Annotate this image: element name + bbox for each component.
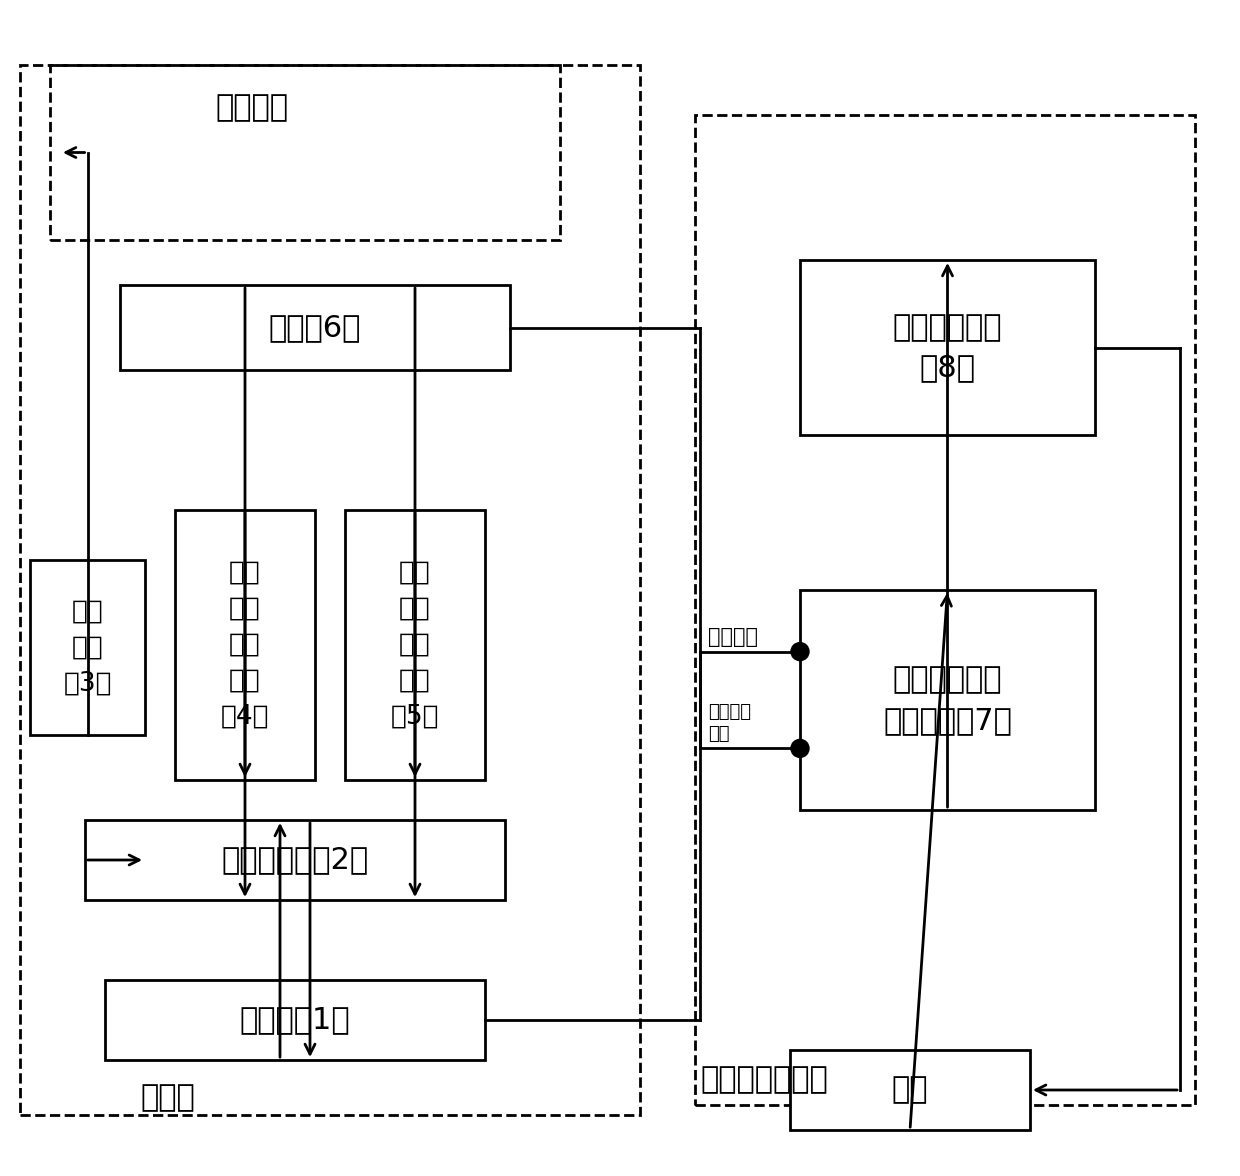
Bar (694, 115, 1195, 1105)
Bar (345, 510, 485, 780)
Bar (800, 590, 1095, 810)
Bar (800, 260, 1095, 435)
Text: 交流固态负载柜: 交流固态负载柜 (701, 1065, 828, 1095)
Text: 电源: 电源 (892, 1076, 929, 1104)
Text: 回路
电流
采集
模块
（5）: 回路 电流 采集 模块 （5） (391, 560, 439, 730)
Bar (105, 980, 485, 1060)
Text: 工控机（1）: 工控机（1） (239, 1005, 351, 1035)
Bar (790, 1050, 1030, 1130)
Text: 通信端口: 通信端口 (708, 627, 758, 647)
Text: 控制
电路
（3）: 控制 电路 （3） (63, 599, 112, 696)
Text: 能量回馈单元
（8）: 能量回馈单元 （8） (893, 313, 1002, 382)
Circle shape (791, 642, 808, 661)
Text: 试品线圈: 试品线圈 (215, 94, 288, 122)
Text: 试品连接
端口: 试品连接 端口 (708, 703, 751, 743)
Text: 测控柜: 测控柜 (140, 1083, 195, 1112)
Text: 试品（6）: 试品（6） (269, 313, 361, 342)
Text: 数据采集卡（2）: 数据采集卡（2） (222, 846, 368, 875)
Bar (30, 560, 145, 735)
Bar (50, 65, 560, 240)
Circle shape (791, 740, 808, 757)
Text: 试品
电压
采集
模块
（4）: 试品 电压 采集 模块 （4） (221, 560, 269, 730)
Text: 试品试验电流
发生单元（7）: 试品试验电流 发生单元（7） (883, 666, 1012, 735)
Bar (20, 65, 640, 1115)
Bar (120, 285, 510, 370)
Bar (86, 820, 505, 900)
Bar (175, 510, 315, 780)
